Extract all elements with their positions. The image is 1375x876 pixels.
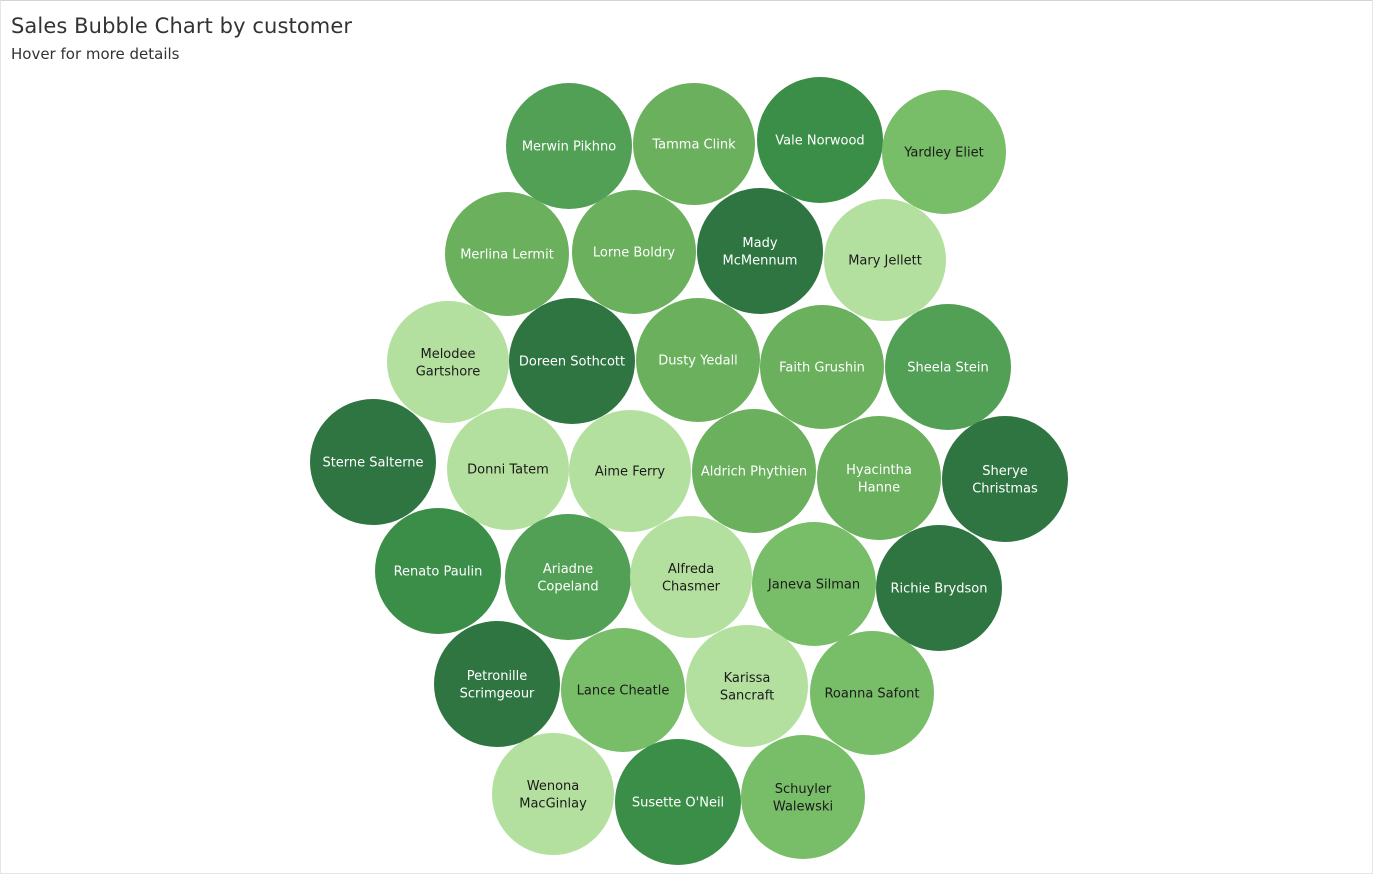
bubble-alfreda-chasmer[interactable]: Alfreda ChasmerAlfreda Chasmer bbox=[630, 516, 752, 638]
bubble-vale-norwood[interactable]: Vale NorwoodVale Norwood bbox=[757, 77, 883, 203]
bubble-circle-yardley-eliet[interactable] bbox=[882, 90, 1006, 214]
bubble-circle-karissa-sancraft[interactable] bbox=[686, 625, 808, 747]
bubble-dusty-yedall[interactable]: Dusty YedallDusty Yedall bbox=[636, 298, 760, 422]
bubble-renato-paulin[interactable]: Renato PaulinRenato Paulin bbox=[375, 508, 501, 634]
bubble-mary-jellett[interactable]: Mary JellettMary Jellett bbox=[824, 199, 946, 321]
bubble-circle-janeva-silman[interactable] bbox=[752, 522, 876, 646]
bubble-yardley-eliet[interactable]: Yardley ElietYardley Eliet bbox=[882, 90, 1006, 214]
bubble-mady-mcmennum[interactable]: Mady McMennumMady McMennum bbox=[697, 188, 823, 314]
bubble-circle-melodee-gartshore[interactable] bbox=[387, 301, 509, 423]
bubble-lance-cheatle[interactable]: Lance CheatleLance Cheatle bbox=[561, 628, 685, 752]
bubble-roanna-safont[interactable]: Roanna SafontRoanna Safont bbox=[810, 631, 934, 755]
bubble-lorne-boldry[interactable]: Lorne BoldryLorne Boldry bbox=[572, 190, 696, 314]
bubble-susette-o-neil[interactable]: Susette O'NeilSusette O'Neil bbox=[615, 739, 741, 865]
bubble-circle-richie-brydson[interactable] bbox=[876, 525, 1002, 651]
bubble-tamma-clink[interactable]: Tamma ClinkTamma Clink bbox=[633, 83, 755, 205]
bubble-aldrich-phythien[interactable]: Aldrich PhythienAldrich Phythien bbox=[692, 409, 816, 533]
bubble-circle-donni-tatem[interactable] bbox=[447, 408, 569, 530]
bubble-aime-ferry[interactable]: Aime FerryAime Ferry bbox=[569, 410, 691, 532]
bubble-doreen-sothcott[interactable]: Doreen SothcottDoreen Sothcott bbox=[509, 298, 635, 424]
bubble-circle-wenona-macginlay[interactable] bbox=[492, 733, 614, 855]
bubble-richie-brydson[interactable]: Richie BrydsonRichie Brydson bbox=[876, 525, 1002, 651]
bubble-circle-susette-o-neil[interactable] bbox=[615, 739, 741, 865]
bubble-petronille-scrimgeour[interactable]: Petronille ScrimgeourPetronille Scrimgeou… bbox=[434, 621, 560, 747]
bubble-ariadne-copeland[interactable]: Ariadne CopelandAriadne Copeland bbox=[505, 514, 631, 640]
bubble-circle-vale-norwood[interactable] bbox=[757, 77, 883, 203]
bubble-circle-lorne-boldry[interactable] bbox=[572, 190, 696, 314]
bubble-circle-doreen-sothcott[interactable] bbox=[509, 298, 635, 424]
bubble-circle-alfreda-chasmer[interactable] bbox=[630, 516, 752, 638]
bubble-circle-sheela-stein[interactable] bbox=[885, 304, 1011, 430]
bubble-faith-grushin[interactable]: Faith GrushinFaith Grushin bbox=[760, 305, 884, 429]
bubble-circle-dusty-yedall[interactable] bbox=[636, 298, 760, 422]
bubble-schuyler-walewski[interactable]: Schuyler WalewskiSchuyler Walewski bbox=[741, 735, 865, 859]
bubble-circle-renato-paulin[interactable] bbox=[375, 508, 501, 634]
bubble-hyacintha-hanne[interactable]: Hyacintha HanneHyacintha Hanne bbox=[817, 416, 941, 540]
bubble-janeva-silman[interactable]: Janeva SilmanJaneva Silman bbox=[752, 522, 876, 646]
bubble-karissa-sancraft[interactable]: Karissa SancraftKarissa Sancraft bbox=[686, 625, 808, 747]
bubble-wenona-macginlay[interactable]: Wenona MacGinlayWenona MacGinlay bbox=[492, 733, 614, 855]
chart-subtitle: Hover for more details bbox=[11, 45, 180, 63]
bubble-circle-sherye-christmas[interactable] bbox=[942, 416, 1068, 542]
bubble-circle-schuyler-walewski[interactable] bbox=[741, 735, 865, 859]
bubble-sterne-salterne[interactable]: Sterne SalterneSterne Salterne bbox=[310, 399, 436, 525]
bubble-circle-roanna-safont[interactable] bbox=[810, 631, 934, 755]
bubble-circle-hyacintha-hanne[interactable] bbox=[817, 416, 941, 540]
bubble-circle-aldrich-phythien[interactable] bbox=[692, 409, 816, 533]
bubble-circle-mary-jellett[interactable] bbox=[824, 199, 946, 321]
bubble-circle-tamma-clink[interactable] bbox=[633, 83, 755, 205]
bubble-circle-faith-grushin[interactable] bbox=[760, 305, 884, 429]
bubble-circle-ariadne-copeland[interactable] bbox=[505, 514, 631, 640]
bubble-donni-tatem[interactable]: Donni TatemDonni Tatem bbox=[447, 408, 569, 530]
bubble-sherye-christmas[interactable]: Sherye ChristmasSherye Christmas bbox=[942, 416, 1068, 542]
bubble-circle-mady-mcmennum[interactable] bbox=[697, 188, 823, 314]
bubble-circle-merwin-pikhno[interactable] bbox=[506, 83, 632, 209]
bubble-circle-aime-ferry[interactable] bbox=[569, 410, 691, 532]
bubble-circle-merlina-lermit[interactable] bbox=[445, 192, 569, 316]
bubble-circle-petronille-scrimgeour[interactable] bbox=[434, 621, 560, 747]
bubble-circle-lance-cheatle[interactable] bbox=[561, 628, 685, 752]
bubble-merwin-pikhno[interactable]: Merwin PikhnoMerwin Pikhno bbox=[506, 83, 632, 209]
bubble-sheela-stein[interactable]: Sheela SteinSheela Stein bbox=[885, 304, 1011, 430]
chart-title: Sales Bubble Chart by customer bbox=[11, 14, 353, 38]
bubble-melodee-gartshore[interactable]: Melodee GartshoreMelodee Gartshore bbox=[387, 301, 509, 423]
bubble-circle-sterne-salterne[interactable] bbox=[310, 399, 436, 525]
bubble-merlina-lermit[interactable]: Merlina LermitMerlina Lermit bbox=[445, 192, 569, 316]
